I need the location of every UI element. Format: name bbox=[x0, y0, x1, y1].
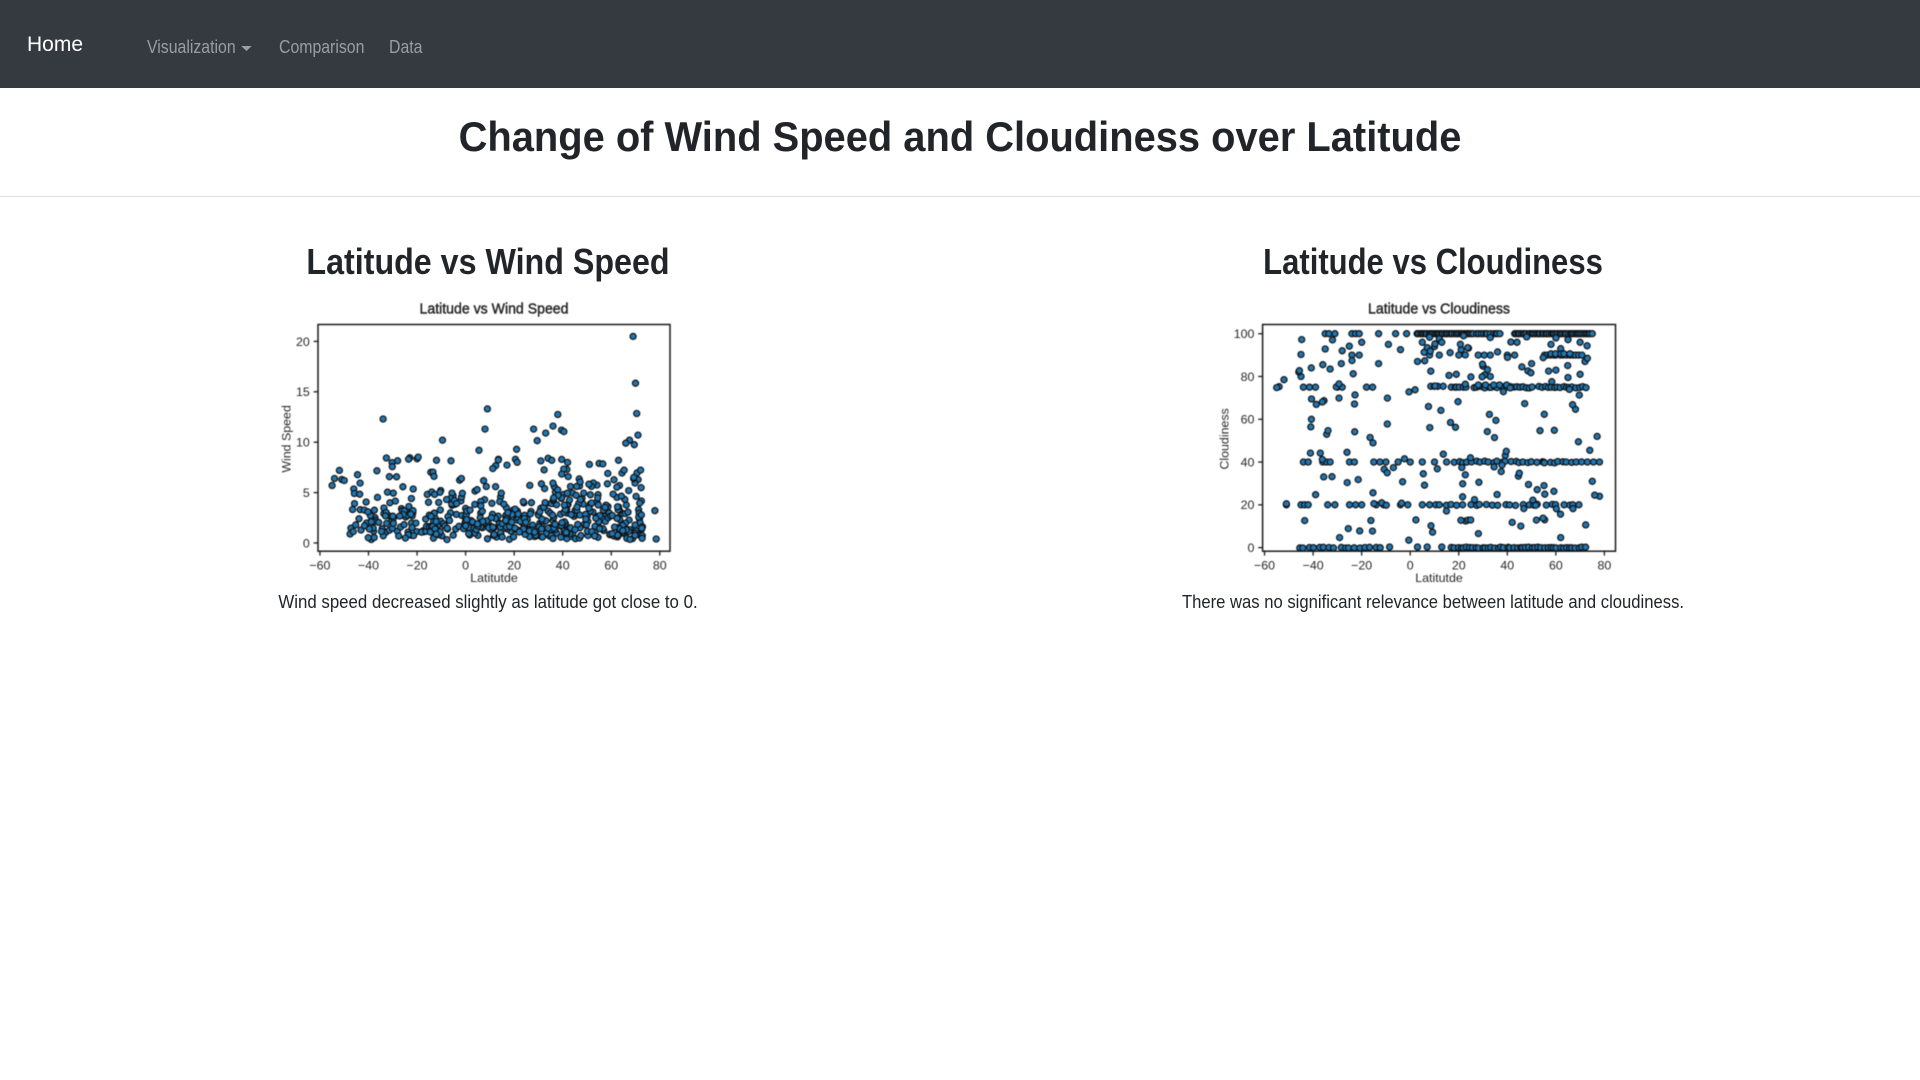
svg-text:Wind Speed: Wind Speed bbox=[280, 405, 294, 473]
svg-text:20: 20 bbox=[1241, 498, 1255, 512]
svg-text:−40: −40 bbox=[1303, 558, 1324, 572]
svg-text:40: 40 bbox=[1500, 558, 1514, 572]
svg-text:Latitude vs Cloudiness: Latitude vs Cloudiness bbox=[1368, 302, 1510, 318]
svg-text:80: 80 bbox=[1598, 558, 1612, 572]
svg-text:Latitutde: Latitutde bbox=[470, 571, 518, 585]
svg-text:−40: −40 bbox=[358, 558, 379, 572]
svg-text:Latitude vs Wind Speed: Latitude vs Wind Speed bbox=[420, 302, 569, 318]
svg-text:20: 20 bbox=[1452, 558, 1466, 572]
svg-text:0: 0 bbox=[303, 536, 310, 550]
svg-text:5: 5 bbox=[303, 486, 310, 500]
svg-text:Cloudiness: Cloudiness bbox=[1218, 408, 1232, 469]
svg-text:15: 15 bbox=[296, 385, 310, 399]
svg-text:−20: −20 bbox=[407, 558, 428, 572]
svg-text:0: 0 bbox=[462, 558, 469, 572]
svg-text:−60: −60 bbox=[309, 558, 330, 572]
svg-text:40: 40 bbox=[1241, 455, 1255, 469]
svg-text:60: 60 bbox=[1549, 558, 1563, 572]
svg-text:80: 80 bbox=[653, 558, 667, 572]
svg-text:40: 40 bbox=[556, 558, 570, 572]
svg-text:100: 100 bbox=[1234, 327, 1255, 341]
svg-text:0: 0 bbox=[1407, 558, 1414, 572]
svg-text:−60: −60 bbox=[1254, 558, 1275, 572]
svg-text:60: 60 bbox=[604, 558, 618, 572]
svg-text:−20: −20 bbox=[1351, 558, 1372, 572]
svg-text:20: 20 bbox=[296, 335, 310, 349]
svg-text:20: 20 bbox=[507, 558, 521, 572]
svg-text:60: 60 bbox=[1241, 413, 1255, 427]
svg-text:80: 80 bbox=[1241, 370, 1255, 384]
svg-text:10: 10 bbox=[296, 436, 310, 450]
svg-text:Latitutde: Latitutde bbox=[1415, 571, 1463, 585]
svg-text:0: 0 bbox=[1247, 541, 1254, 555]
